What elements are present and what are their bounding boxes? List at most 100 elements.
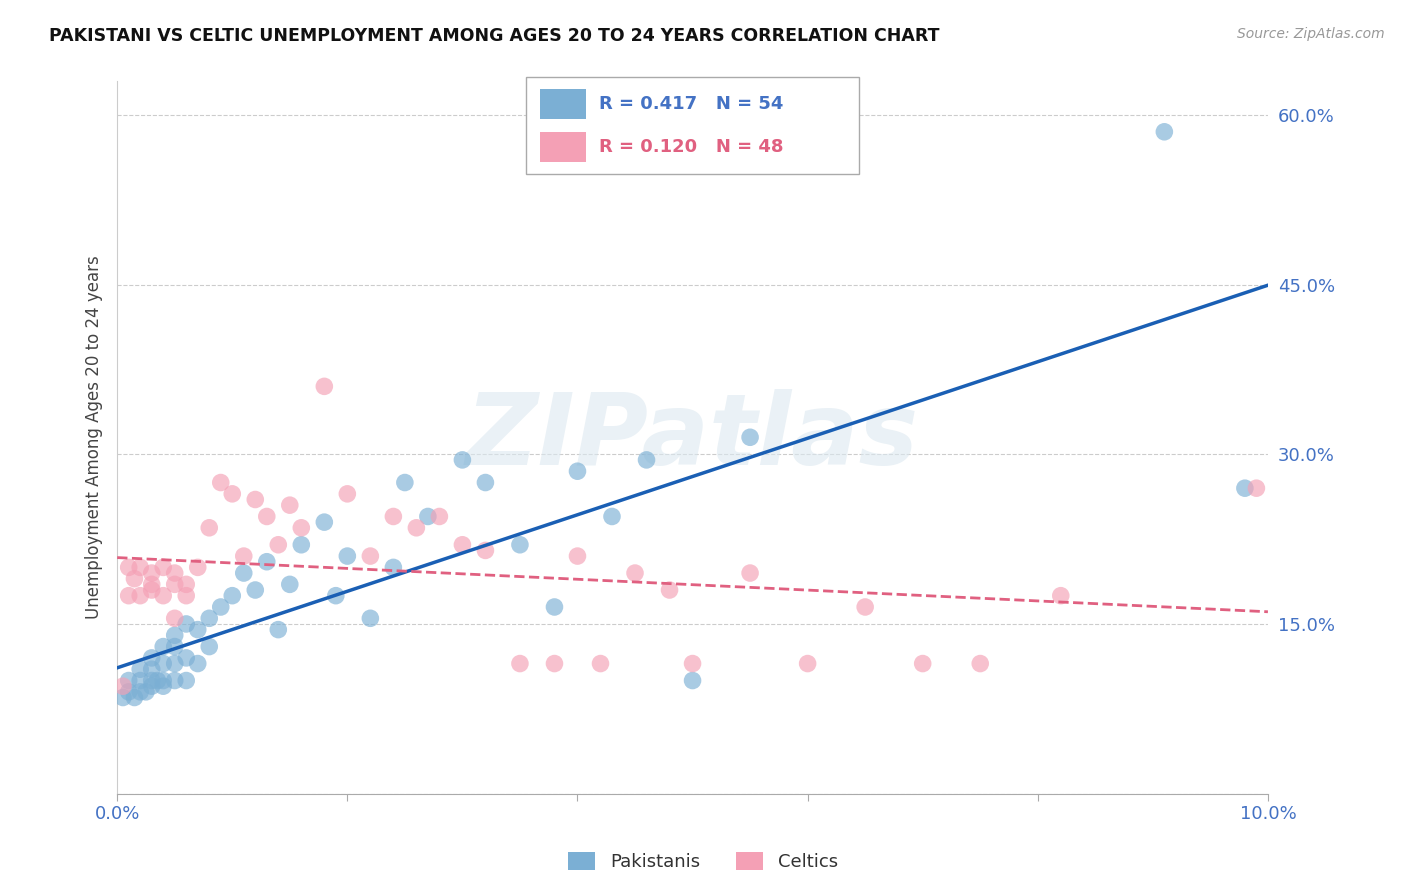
FancyBboxPatch shape <box>526 78 859 174</box>
Point <box>474 475 496 490</box>
Point <box>636 453 658 467</box>
Point <box>543 657 565 671</box>
Point <box>141 679 163 693</box>
Text: Source: ZipAtlas.com: Source: ZipAtlas.com <box>1237 27 1385 41</box>
Point <box>221 589 243 603</box>
Point <box>290 521 312 535</box>
Point <box>245 582 267 597</box>
Point <box>118 685 141 699</box>
Point <box>314 515 336 529</box>
Point <box>1049 589 1071 603</box>
Point <box>567 464 589 478</box>
Point <box>111 690 134 705</box>
Point <box>152 589 174 603</box>
Point <box>141 662 163 676</box>
Point <box>174 577 197 591</box>
Point <box>163 566 186 580</box>
Text: R = 0.417   N = 54: R = 0.417 N = 54 <box>599 95 783 113</box>
Point <box>738 430 761 444</box>
Point <box>163 657 186 671</box>
Point <box>163 628 186 642</box>
Point <box>129 560 152 574</box>
Point <box>198 521 221 535</box>
Point <box>111 679 134 693</box>
Point <box>969 657 991 671</box>
Point <box>187 623 209 637</box>
Point <box>1153 125 1175 139</box>
Point <box>187 657 209 671</box>
Point <box>129 673 152 688</box>
Point <box>509 538 531 552</box>
Point <box>429 509 451 524</box>
Point <box>141 673 163 688</box>
Point <box>278 577 301 591</box>
Point <box>141 577 163 591</box>
Point <box>141 651 163 665</box>
Point <box>124 690 146 705</box>
Point <box>174 673 197 688</box>
Point <box>129 662 152 676</box>
Point <box>152 673 174 688</box>
Point <box>624 566 647 580</box>
Point <box>141 582 163 597</box>
Point <box>738 566 761 580</box>
Point <box>198 611 221 625</box>
Point <box>325 589 347 603</box>
Point <box>209 599 232 614</box>
Point <box>152 679 174 693</box>
Point <box>600 509 623 524</box>
Point <box>118 560 141 574</box>
Point <box>359 549 381 563</box>
Text: ZIPatlas: ZIPatlas <box>465 389 920 486</box>
Point <box>382 509 405 524</box>
Point <box>163 611 186 625</box>
Point <box>245 492 267 507</box>
Point <box>209 475 232 490</box>
Point <box>911 657 934 671</box>
Point <box>278 498 301 512</box>
Point <box>1246 481 1268 495</box>
Point <box>796 657 818 671</box>
FancyBboxPatch shape <box>540 89 585 120</box>
Point <box>682 673 704 688</box>
Text: R = 0.120   N = 48: R = 0.120 N = 48 <box>599 137 783 155</box>
Point <box>129 685 152 699</box>
Point <box>256 555 278 569</box>
Point <box>129 589 152 603</box>
Point <box>152 560 174 574</box>
Point <box>267 623 290 637</box>
Point <box>198 640 221 654</box>
Point <box>474 543 496 558</box>
Point <box>152 657 174 671</box>
Point <box>451 538 474 552</box>
FancyBboxPatch shape <box>540 132 585 161</box>
Point <box>141 566 163 580</box>
Point <box>152 640 174 654</box>
Point <box>543 599 565 614</box>
Point <box>146 673 169 688</box>
Point <box>174 589 197 603</box>
Point <box>187 560 209 574</box>
Point <box>135 685 157 699</box>
Point <box>290 538 312 552</box>
Point <box>174 617 197 632</box>
Point <box>163 673 186 688</box>
Point <box>232 549 254 563</box>
Point <box>314 379 336 393</box>
Point <box>394 475 416 490</box>
Point <box>163 577 186 591</box>
Point <box>682 657 704 671</box>
Point <box>336 549 359 563</box>
Point <box>118 589 141 603</box>
Point <box>118 673 141 688</box>
Point <box>359 611 381 625</box>
Point <box>163 640 186 654</box>
Point <box>124 572 146 586</box>
Point <box>405 521 427 535</box>
Point <box>336 487 359 501</box>
Point <box>232 566 254 580</box>
Legend: Pakistanis, Celtics: Pakistanis, Celtics <box>561 845 845 879</box>
Point <box>451 453 474 467</box>
Point <box>416 509 439 524</box>
Point <box>256 509 278 524</box>
